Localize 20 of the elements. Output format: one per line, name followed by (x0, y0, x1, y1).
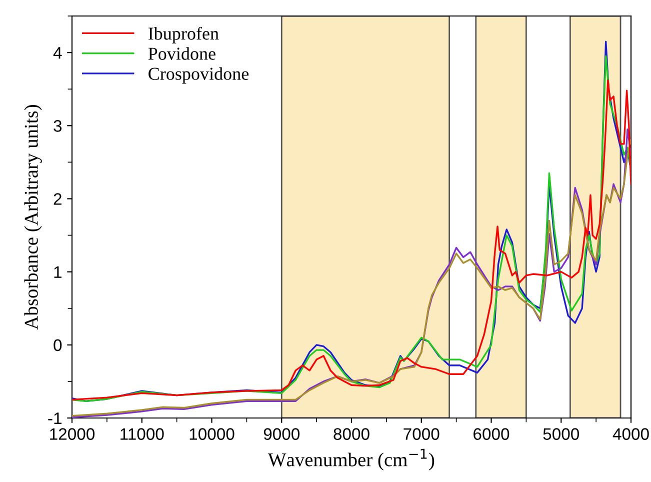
y-tick-label: -1 (48, 412, 62, 424)
x-tick-label: 6000 (474, 428, 510, 440)
y-tick-label: 1 (54, 266, 62, 278)
y-tick-label: 3 (54, 120, 62, 132)
x-tick-label: 8000 (334, 428, 370, 440)
x-tick-label: 11000 (120, 428, 164, 440)
y-axis-title: Absorbance (Arbitrary units) (24, 105, 42, 330)
x-tick-label: 7000 (404, 428, 440, 440)
legend-label: Ibuprofen (148, 26, 219, 44)
y-tick-label: 2 (54, 193, 62, 205)
x-tick-label: 5000 (543, 428, 580, 440)
legend-label: Crospovidone (148, 67, 249, 84)
x-tick-label: 10000 (190, 428, 234, 440)
x-tick-label: 4000 (612, 428, 649, 440)
y-tick-label: 0 (54, 339, 62, 352)
legend-label: Povidone (148, 47, 216, 60)
y-tick-label: 4 (53, 47, 62, 59)
x-axis-title: Wavenumber (cm$^{−1}$) (268, 448, 434, 470)
x-tick-label: 9000 (264, 428, 300, 440)
x-tick-label: 12000 (50, 428, 95, 440)
